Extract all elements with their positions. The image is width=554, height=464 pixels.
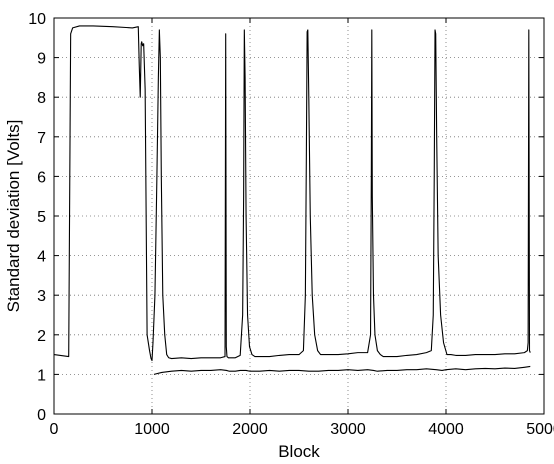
y-axis-label: Standard deviation [Volts] [4, 120, 23, 313]
y-tick-label: 9 [37, 51, 46, 68]
series-line-1 [53, 25, 531, 362]
x-tick-label: 1000 [134, 421, 170, 438]
y-tick-label: 1 [37, 367, 46, 384]
x-tick-label: 4000 [428, 421, 464, 438]
y-tick-label: 0 [37, 407, 46, 424]
y-tick-labels: 0 1 2 3 4 5 6 7 8 9 10 [28, 11, 46, 424]
x-tick-label: 3000 [330, 421, 366, 438]
x-axis-label: Block [278, 442, 320, 461]
y-tick-label: 5 [37, 209, 46, 226]
grid [54, 18, 544, 414]
y-tick-label: 10 [28, 11, 46, 28]
y-tick-label: 7 [37, 130, 46, 147]
y-tick-label: 3 [37, 288, 46, 305]
axis-ticks [53, 17, 545, 415]
y-tick-label: 8 [37, 90, 46, 107]
y-tick-label: 4 [37, 249, 46, 266]
y-tick-label: 2 [37, 328, 46, 345]
y-tick-label: 6 [37, 169, 46, 186]
x-tick-label: 2000 [232, 421, 268, 438]
series-line-2 [153, 365, 531, 375]
x-tick-label: 0 [50, 421, 59, 438]
series-layer [53, 25, 531, 375]
